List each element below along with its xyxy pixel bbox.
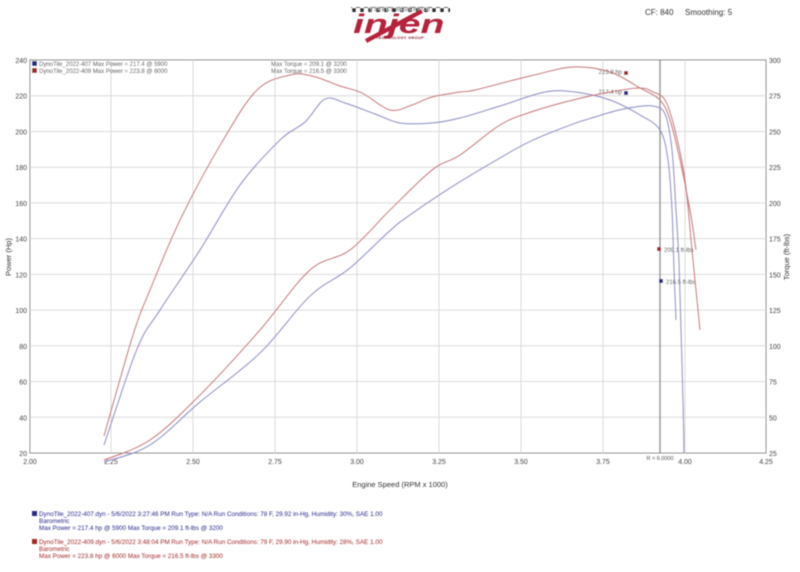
svg-text:275: 275 — [769, 94, 781, 101]
svg-text:250: 250 — [769, 130, 781, 137]
svg-text:100: 100 — [15, 308, 27, 315]
svg-text:Torque (ft-lbs): Torque (ft-lbs) — [782, 233, 791, 280]
svg-text:223.8 hp: 223.8 hp — [599, 70, 623, 76]
svg-text:20: 20 — [19, 451, 27, 458]
svg-text:2.75: 2.75 — [268, 459, 282, 466]
svg-text:3.75: 3.75 — [596, 459, 610, 466]
svg-text:Max Torque = 216.5 @ 3300: Max Torque = 216.5 @ 3300 — [271, 69, 348, 75]
svg-text:100: 100 — [769, 344, 781, 351]
svg-text:Power (Hp): Power (Hp) — [4, 238, 13, 276]
svg-text:60: 60 — [19, 380, 27, 387]
svg-text:225: 225 — [769, 165, 781, 172]
svg-text:80: 80 — [19, 344, 27, 351]
svg-text:120: 120 — [15, 272, 27, 279]
svg-text:4.00: 4.00 — [678, 459, 692, 466]
svg-text:TECHNOLOGY GROUP: TECHNOLOGY GROUP — [376, 36, 424, 40]
svg-text:160: 160 — [15, 201, 27, 208]
svg-text:140: 140 — [15, 237, 27, 244]
svg-text:CF: 840: CF: 840 — [645, 8, 674, 17]
svg-text:3.00: 3.00 — [350, 459, 364, 466]
svg-text:200: 200 — [769, 201, 781, 208]
svg-text:Barometric: Barometric — [39, 546, 69, 553]
svg-text:2.50: 2.50 — [186, 459, 200, 466]
svg-text:Smoothing: 5: Smoothing: 5 — [685, 8, 733, 17]
svg-text:125: 125 — [769, 308, 781, 315]
svg-text:DynoTile_2022-409.dyn - 5/6/20: DynoTile_2022-409.dyn - 5/6/2022 3:48:04… — [39, 539, 383, 546]
svg-text:175: 175 — [769, 237, 781, 244]
svg-text:Engine Speed (RPM x 1000): Engine Speed (RPM x 1000) — [352, 480, 448, 489]
svg-text:240: 240 — [15, 58, 27, 65]
svg-text:2.00: 2.00 — [23, 459, 37, 466]
svg-text:3.50: 3.50 — [514, 459, 528, 466]
svg-text:3.25: 3.25 — [432, 459, 446, 466]
svg-text:Max Torque = 209.1 @ 3200: Max Torque = 209.1 @ 3200 — [271, 62, 348, 68]
svg-text:220: 220 — [15, 94, 27, 101]
svg-text:75: 75 — [769, 380, 777, 387]
svg-text:Barometric: Barometric — [39, 518, 69, 525]
svg-text:200: 200 — [15, 130, 27, 137]
svg-text:R = 6.0000: R = 6.0000 — [646, 456, 673, 462]
svg-text:180: 180 — [15, 165, 27, 172]
svg-text:150: 150 — [769, 272, 781, 279]
svg-text:300: 300 — [769, 58, 781, 65]
svg-text:25: 25 — [769, 451, 777, 458]
svg-text:Max Power = 223.8 hp @ 6000: Max Power = 223.8 hp @ 6000 Max Torque =… — [39, 553, 223, 560]
svg-text:Max Power = 217.4 hp @ 5900: Max Power = 217.4 hp @ 5900 Max Torque =… — [39, 525, 223, 532]
svg-text:DynoTile_2022-407 Max Power =: DynoTile_2022-407 Max Power = 217.4 @ 59… — [39, 62, 168, 68]
svg-text:50: 50 — [769, 415, 777, 422]
svg-text:4.25: 4.25 — [759, 459, 773, 466]
svg-text:DynoTile_2022-407.dyn - 5/6/20: DynoTile_2022-407.dyn - 5/6/2022 3:27:46… — [39, 511, 383, 518]
svg-text:DynoTile_2022-409 Max Power =: DynoTile_2022-409 Max Power = 223.8 @ 60… — [39, 69, 168, 75]
svg-text:216.5 ft-lbs: 216.5 ft-lbs — [666, 280, 696, 286]
svg-text:40: 40 — [19, 415, 27, 422]
